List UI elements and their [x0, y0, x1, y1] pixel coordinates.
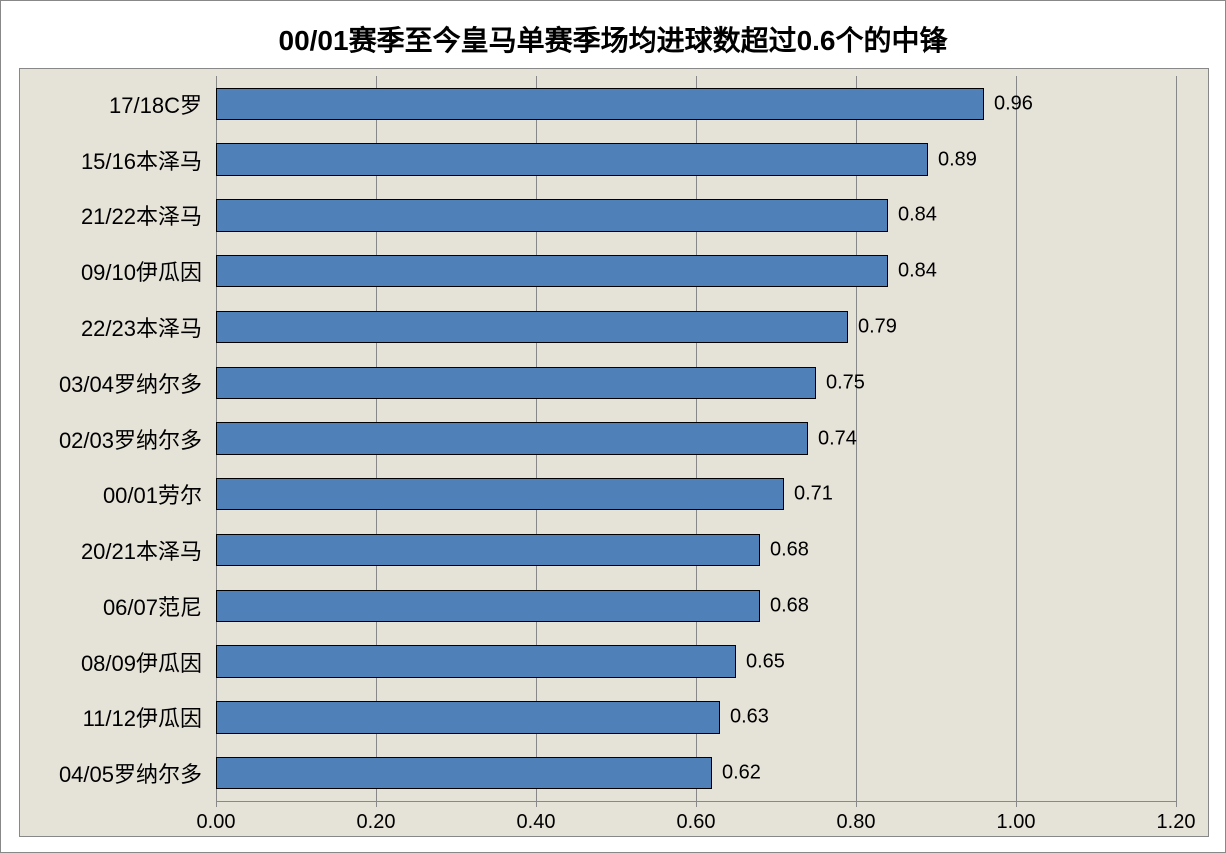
y-tick-label: 09/10伊瓜因 — [81, 255, 202, 287]
bar-value-label: 0.96 — [994, 92, 1033, 115]
x-tick-label: 1.00 — [997, 811, 1036, 834]
bar-value-label: 0.74 — [818, 427, 857, 450]
bar — [216, 590, 760, 622]
bar — [216, 701, 720, 733]
x-tick-label: 1.20 — [1157, 811, 1196, 834]
x-tick-label: 0.20 — [357, 811, 396, 834]
bar — [216, 367, 816, 399]
x-tick-label: 0.60 — [677, 811, 716, 834]
bar-value-label: 0.62 — [722, 762, 761, 785]
bar — [216, 143, 928, 175]
y-tick-label: 02/03罗纳尔多 — [59, 423, 202, 455]
y-tick-label: 04/05罗纳尔多 — [59, 757, 202, 789]
x-tick-label: 0.80 — [837, 811, 876, 834]
y-tick-label: 21/22本泽马 — [81, 199, 202, 231]
bar-value-label: 0.79 — [858, 315, 897, 338]
bar — [216, 422, 808, 454]
x-tick — [1176, 801, 1177, 807]
chart-container: 00/01赛季至今皇马单赛季场均进球数超过0.6个的中锋 0.00 0.20 0.4… — [0, 0, 1226, 853]
bar — [216, 645, 736, 677]
x-tick-label: 0.40 — [517, 811, 556, 834]
bar — [216, 757, 712, 789]
x-tick-label: 0.00 — [197, 811, 236, 834]
bar — [216, 88, 984, 120]
y-tick-label: 15/16本泽马 — [81, 144, 202, 176]
x-axis — [216, 801, 1176, 802]
y-tick-label: 11/12伊瓜因 — [83, 701, 202, 733]
y-tick-label: 06/07范尼 — [103, 590, 202, 622]
bar — [216, 255, 888, 287]
y-tick-label: 22/23本泽马 — [81, 311, 202, 343]
bar — [216, 534, 760, 566]
plot-area: 0.000.200.400.600.801.001.200.960.890.84… — [216, 76, 1176, 801]
chart-title: 00/01赛季至今皇马单赛季场均进球数超过0.6个的中锋 — [1, 19, 1225, 59]
y-tick-label: 17/18C罗 — [109, 88, 202, 120]
y-tick-label: 00/01劳尔 — [103, 478, 202, 510]
bar-value-label: 0.75 — [826, 371, 865, 394]
bar-value-label: 0.84 — [898, 260, 937, 283]
y-tick-label: 03/04罗纳尔多 — [59, 367, 202, 399]
bar-value-label: 0.63 — [730, 706, 769, 729]
y-tick-label: 08/09伊瓜因 — [81, 646, 202, 678]
bar — [216, 478, 784, 510]
bar-value-label: 0.68 — [770, 594, 809, 617]
bar-value-label: 0.68 — [770, 539, 809, 562]
gridline-v — [1176, 76, 1177, 801]
y-tick-label: 20/21本泽马 — [81, 534, 202, 566]
bar — [216, 311, 848, 343]
bar-value-label: 0.65 — [746, 650, 785, 673]
bar-value-label: 0.71 — [794, 483, 833, 506]
gridline-v — [1016, 76, 1017, 801]
bar-value-label: 0.84 — [898, 204, 937, 227]
bar-value-label: 0.89 — [938, 148, 977, 171]
bar — [216, 199, 888, 231]
